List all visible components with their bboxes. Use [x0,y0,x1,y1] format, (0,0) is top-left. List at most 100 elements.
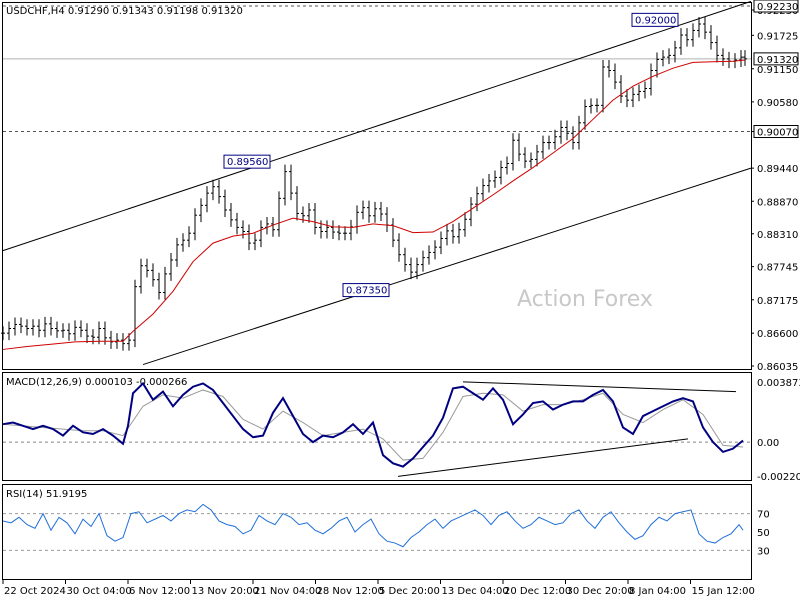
price-bar [37,319,41,338]
price-bar [541,135,545,159]
channel-lower-line [142,167,752,366]
price-bar [307,202,311,223]
price-bar [643,81,647,99]
price-bar [43,316,47,338]
price-bar [743,50,747,66]
price-bar [487,173,491,193]
time-axis-label: 28 Nov 12:00 [317,586,384,597]
time-axis-label: 13 Nov 20:00 [192,586,259,597]
price-bar [355,205,359,234]
price-bar [79,320,83,338]
price-bar [415,257,419,280]
price-bar [199,198,203,223]
price-bar [421,250,425,272]
price-bar [439,231,443,255]
price-bar [97,321,101,345]
price-bar [25,319,29,336]
price-axis-label: 0.91150 [757,65,798,76]
rsi-axis-label: 50 [757,528,770,539]
price-bar [133,279,137,348]
price-bar [289,164,293,201]
price-bar [109,330,113,349]
price-bar [361,200,365,220]
price-bar [481,178,485,201]
price-axis-label: 0.91725 [757,31,798,42]
price-bar [433,240,437,260]
price-bar [271,216,275,237]
price-bar [253,233,257,251]
price-bar [67,323,71,341]
price-bar [325,220,329,239]
price-bar [205,186,209,213]
price-bar [475,186,479,212]
price-annotation-box [223,154,271,169]
price-bar [193,208,197,241]
price-axis-level-label: 0.90070 [757,128,798,139]
price-bar [157,272,161,300]
price-bar [679,28,683,55]
price-bar [223,189,227,217]
price-bar [649,63,653,96]
time-axis-label: 30 Oct 04:00 [67,586,132,597]
price-bar [583,99,587,130]
price-bar [283,164,287,206]
price-bar [523,147,527,169]
price-bar [409,257,413,280]
price-axis-level-label: 0.91320 [757,55,798,66]
price-bar [637,84,641,102]
macd-axis-label: 0.003873 [757,378,800,389]
price-pane-frame [2,2,752,370]
price-axis-label: 0.86600 [757,329,798,340]
price-bar [463,212,467,237]
rsi-axis-label: 30 [757,546,770,557]
price-bar [469,197,473,227]
price-axis-label: 0.87745 [757,263,798,274]
price-axis-label: 0.86035 [757,362,798,373]
macd-trendline-upper [462,381,737,393]
time-axis-label: 21 Nov 04:00 [254,586,321,597]
price-bar [61,323,65,338]
price-pane-title: USDCHF,H4 0.91290 0.91343 0.91198 0.9132… [6,6,243,17]
price-bar [277,191,281,237]
price-annotation-label: 0.87350 [346,286,387,297]
rsi-pane-frame [2,484,752,580]
price-bar [235,212,239,235]
price-bar [601,60,605,113]
price-bar [211,179,215,201]
macd-trendline-lower [397,438,689,477]
price-bar [403,247,407,272]
price-bar [373,201,377,223]
price-bar [427,245,431,265]
time-axis-label: 6 Nov 12:00 [129,586,190,597]
price-bar [73,320,77,341]
price-bar [241,220,245,239]
price-bar [511,133,515,171]
rsi-line [2,503,744,548]
price-bar [397,233,401,262]
macd-pane-title: MACD(12,26,9) 0.000103 -0.000266 [6,377,187,388]
price-axis-level-box [753,52,799,66]
price-bar [589,98,593,114]
price-bar [55,321,59,338]
macd-pane-frame [2,372,752,481]
price-bar [499,160,503,185]
price-bar [565,120,569,141]
price-bar [547,135,551,150]
price-bar [685,28,689,47]
price-axis-label: 0.89440 [757,164,798,175]
price-bar [595,98,599,113]
price-bar [19,317,23,334]
price-bar [1,326,5,341]
price-bar [703,17,707,40]
price-bar [493,170,497,188]
price-bar [391,218,395,248]
rsi-axis-label: 70 [757,510,770,521]
price-bar [367,200,371,223]
price-bar [343,226,347,241]
price-bar [49,316,53,336]
macd-line [2,381,744,468]
price-bar [187,226,191,248]
time-axis-label: 8 Jan 04:00 [629,586,686,597]
price-bar [445,223,449,246]
price-annotation-box [631,12,679,27]
